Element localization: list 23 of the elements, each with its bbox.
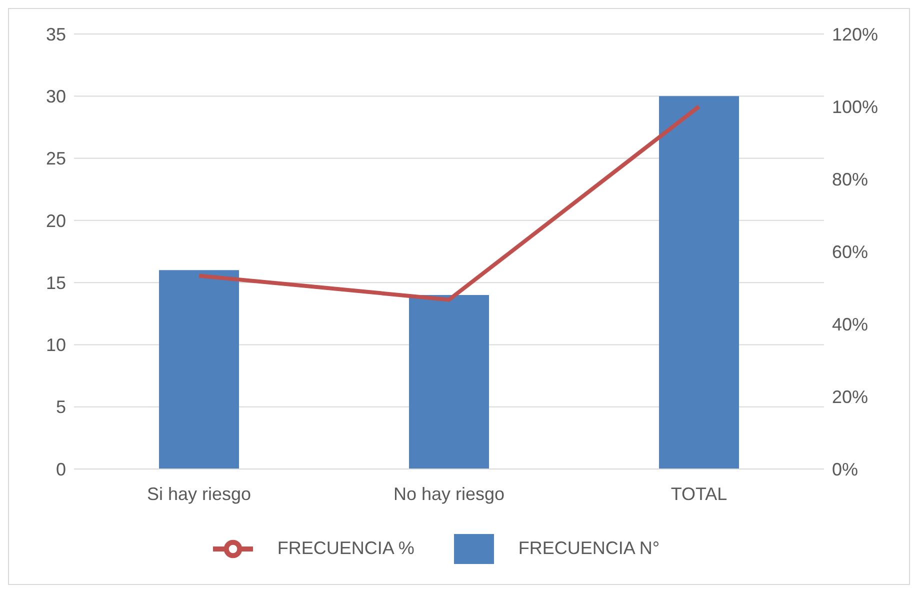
y-tick-label: 5	[56, 397, 66, 418]
y2-tick-label: 60%	[832, 242, 868, 262]
y2-tick-label: 0%	[832, 459, 858, 480]
y-tick-label: 10	[46, 335, 66, 356]
bar	[659, 96, 739, 469]
y2-tick-label: 20%	[832, 386, 868, 407]
y2-tick-label: 120%	[832, 24, 878, 44]
y2-tick-label: 100%	[832, 96, 878, 117]
y2-tick-label: 40%	[832, 314, 868, 334]
y2-tick-label: 80%	[832, 169, 868, 190]
bar	[409, 295, 489, 469]
y-tick-label: 30	[46, 86, 66, 107]
bar	[159, 270, 239, 469]
y-tick-label: 20	[46, 210, 66, 231]
y-tick-label: 35	[46, 24, 66, 44]
x-tick-label: Si hay riesgo	[146, 484, 252, 504]
y-tick-label: 0	[56, 459, 66, 480]
x-tick-label: No hay riesgo	[393, 484, 505, 504]
x-tick-label: TOTAL	[670, 484, 728, 504]
legend-label: FRECUENCIA N°	[518, 538, 660, 558]
legend-label: FRECUENCIA %	[277, 538, 414, 558]
y-tick-label: 15	[46, 272, 66, 293]
y-tick-label: 25	[46, 148, 66, 169]
